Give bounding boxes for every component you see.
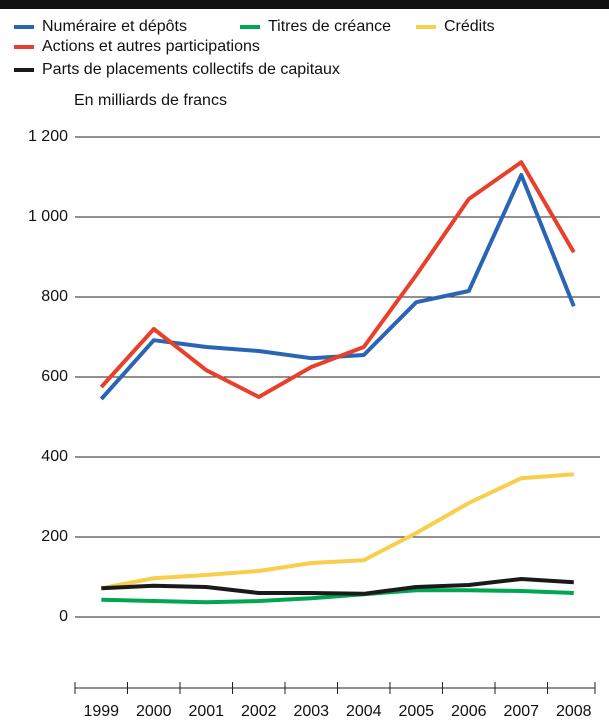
legend-label: Actions et autres participations	[42, 38, 260, 55]
y-tick-label: 1 200	[28, 128, 68, 145]
legend-label: Parts de placements collectifs de capita…	[42, 61, 340, 78]
y-axis-label: En milliards de francs	[74, 92, 227, 109]
series-line	[101, 588, 574, 605]
x-tick-label: 2001	[188, 703, 224, 720]
header-bar	[0, 0, 609, 9]
y-tick-label: 0	[59, 608, 68, 625]
x-tick-label: 2005	[398, 703, 434, 720]
y-tick-label: 200	[41, 528, 68, 545]
legend-label: Numéraire et dépôts	[42, 18, 187, 35]
y-tick-label: 600	[41, 368, 68, 385]
series-line	[100, 472, 574, 591]
series-line	[101, 577, 574, 596]
x-tick-label: 2004	[346, 703, 382, 720]
x-tick-label: 2000	[136, 703, 172, 720]
legend-label: Crédits	[444, 18, 495, 35]
x-tick-label: 1999	[83, 703, 119, 720]
series-line	[99, 160, 576, 399]
x-tick-label: 2007	[503, 703, 539, 720]
y-tick-label: 1 000	[28, 208, 68, 225]
series-line	[99, 173, 576, 401]
y-tick-label: 800	[41, 288, 68, 305]
y-tick-label: 400	[41, 448, 68, 465]
x-tick-label: 2002	[241, 703, 277, 720]
legend-label: Titres de créance	[268, 18, 391, 35]
x-tick-label: 2006	[451, 703, 487, 720]
x-tick-label: 2008	[556, 703, 592, 720]
x-tick-label: 2003	[293, 703, 329, 720]
